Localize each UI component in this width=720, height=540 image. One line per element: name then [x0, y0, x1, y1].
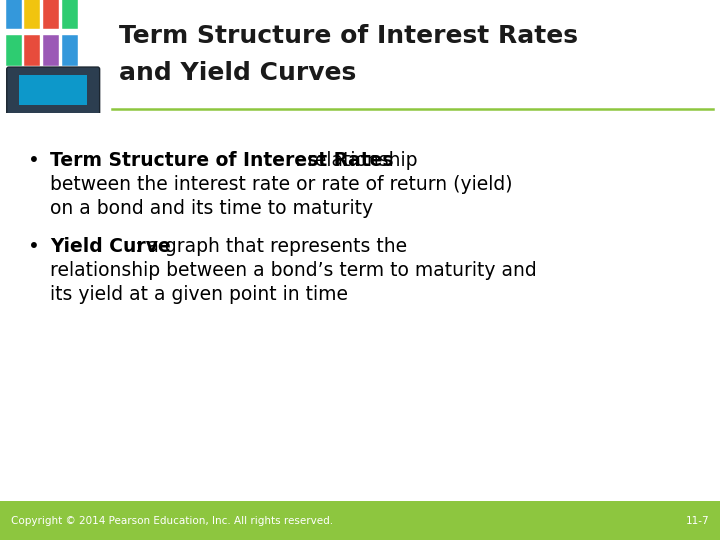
- Text: Yield Curve: Yield Curve: [50, 238, 171, 256]
- FancyBboxPatch shape: [6, 35, 22, 66]
- Text: on a bond and its time to maturity: on a bond and its time to maturity: [50, 199, 373, 218]
- Text: Term Structure of Interest Rates: Term Structure of Interest Rates: [50, 151, 394, 170]
- Text: Term Structure of Interest Rates: Term Structure of Interest Rates: [119, 24, 577, 48]
- Text: •: •: [28, 238, 40, 256]
- Text: •: •: [28, 151, 40, 170]
- Text: Copyright © 2014 Pearson Education, Inc. All rights reserved.: Copyright © 2014 Pearson Education, Inc.…: [11, 516, 333, 525]
- Text: : relationship: : relationship: [295, 151, 418, 170]
- Text: relationship between a bond’s term to maturity and: relationship between a bond’s term to ma…: [50, 261, 536, 280]
- FancyBboxPatch shape: [6, 0, 22, 29]
- Text: 11-7: 11-7: [685, 516, 709, 525]
- FancyBboxPatch shape: [43, 35, 59, 66]
- Text: between the interest rate or rate of return (yield): between the interest rate or rate of ret…: [50, 175, 513, 194]
- FancyBboxPatch shape: [24, 35, 40, 66]
- FancyBboxPatch shape: [6, 67, 99, 116]
- FancyBboxPatch shape: [24, 0, 40, 29]
- Text: its yield at a given point in time: its yield at a given point in time: [50, 286, 348, 305]
- FancyBboxPatch shape: [62, 35, 78, 66]
- FancyBboxPatch shape: [62, 0, 78, 29]
- FancyBboxPatch shape: [43, 0, 59, 29]
- FancyBboxPatch shape: [19, 76, 87, 105]
- Text: and Yield Curves: and Yield Curves: [119, 61, 356, 85]
- Text: : a graph that represents the: : a graph that represents the: [135, 238, 407, 256]
